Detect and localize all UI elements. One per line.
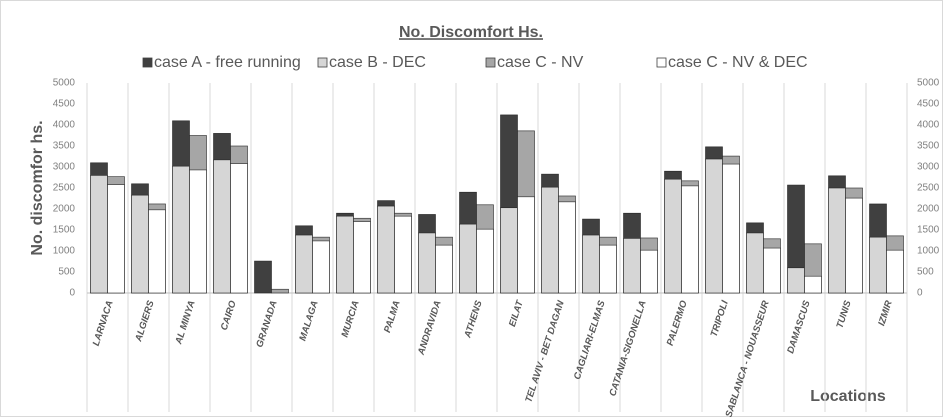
bar [722, 163, 740, 294]
bar [90, 175, 108, 294]
y2-tick-label: 1500 [917, 225, 940, 236]
x-axis-title: Locations [810, 388, 886, 405]
bar [476, 228, 494, 294]
y-tick-label: 4500 [53, 99, 76, 110]
bar [681, 185, 699, 294]
bar [377, 205, 395, 294]
y-tick-label: 3000 [53, 162, 76, 173]
bar [763, 247, 781, 294]
bar [213, 159, 231, 294]
legend-label: case B - DEC [329, 54, 426, 71]
y-tick-label: 4000 [53, 120, 76, 131]
bar [845, 197, 863, 294]
y2-tick-label: 2500 [917, 183, 940, 194]
y2-tick-label: 2000 [917, 204, 940, 215]
bar [664, 178, 682, 294]
bar [599, 244, 617, 294]
bar [828, 187, 846, 294]
bar [435, 244, 453, 294]
bar [312, 240, 330, 294]
y-tick-label: 3500 [53, 141, 76, 152]
legend-swatch [656, 57, 667, 68]
legend-swatch [485, 57, 496, 68]
bar [787, 267, 805, 294]
legend-swatch [142, 57, 153, 68]
y2-tick-label: 0 [917, 288, 923, 299]
bar [336, 215, 354, 294]
bar [517, 196, 535, 294]
bar [230, 163, 248, 294]
bar [623, 238, 641, 294]
y-tick-label: 500 [58, 267, 75, 278]
bar [107, 184, 125, 294]
bar [500, 207, 518, 294]
legend-label: case C - NV & DEC [668, 54, 808, 71]
bar [886, 249, 904, 294]
legend-label: case A - free running [154, 54, 301, 71]
y-tick-label: 1500 [53, 225, 76, 236]
bar [353, 221, 371, 294]
bar [254, 260, 272, 294]
y2-tick-label: 500 [917, 267, 934, 278]
y-axis-title: No. discomfor hs. [29, 120, 46, 255]
y-tick-label: 1000 [53, 246, 76, 257]
y-tick-label: 2000 [53, 204, 76, 215]
bar [640, 249, 658, 294]
legend-label: case C - NV [497, 54, 584, 71]
y-tick-label: 2500 [53, 183, 76, 194]
bar [172, 165, 190, 294]
bar [271, 288, 289, 294]
bar [869, 236, 887, 294]
bar [746, 232, 764, 294]
bar [558, 201, 576, 294]
y-tick-label: 5000 [53, 78, 76, 89]
y2-tick-label: 4000 [917, 120, 940, 131]
chart-title: No. Discomfort Hs. [399, 24, 543, 41]
bar [394, 215, 412, 294]
y2-tick-label: 5000 [917, 78, 940, 89]
y2-tick-label: 3500 [917, 141, 940, 152]
bar [459, 223, 477, 294]
bar [131, 194, 149, 294]
bar [295, 234, 313, 294]
y2-tick-label: 4500 [917, 99, 940, 110]
y2-tick-label: 1000 [917, 246, 940, 257]
bar [804, 275, 822, 294]
bar [148, 209, 166, 294]
bar [189, 169, 207, 294]
bar [582, 234, 600, 294]
bar [418, 232, 436, 294]
bar [541, 186, 559, 294]
bar [705, 158, 723, 294]
y2-tick-label: 3000 [917, 162, 940, 173]
y-tick-label: 0 [69, 288, 75, 299]
legend-swatch [317, 57, 328, 68]
